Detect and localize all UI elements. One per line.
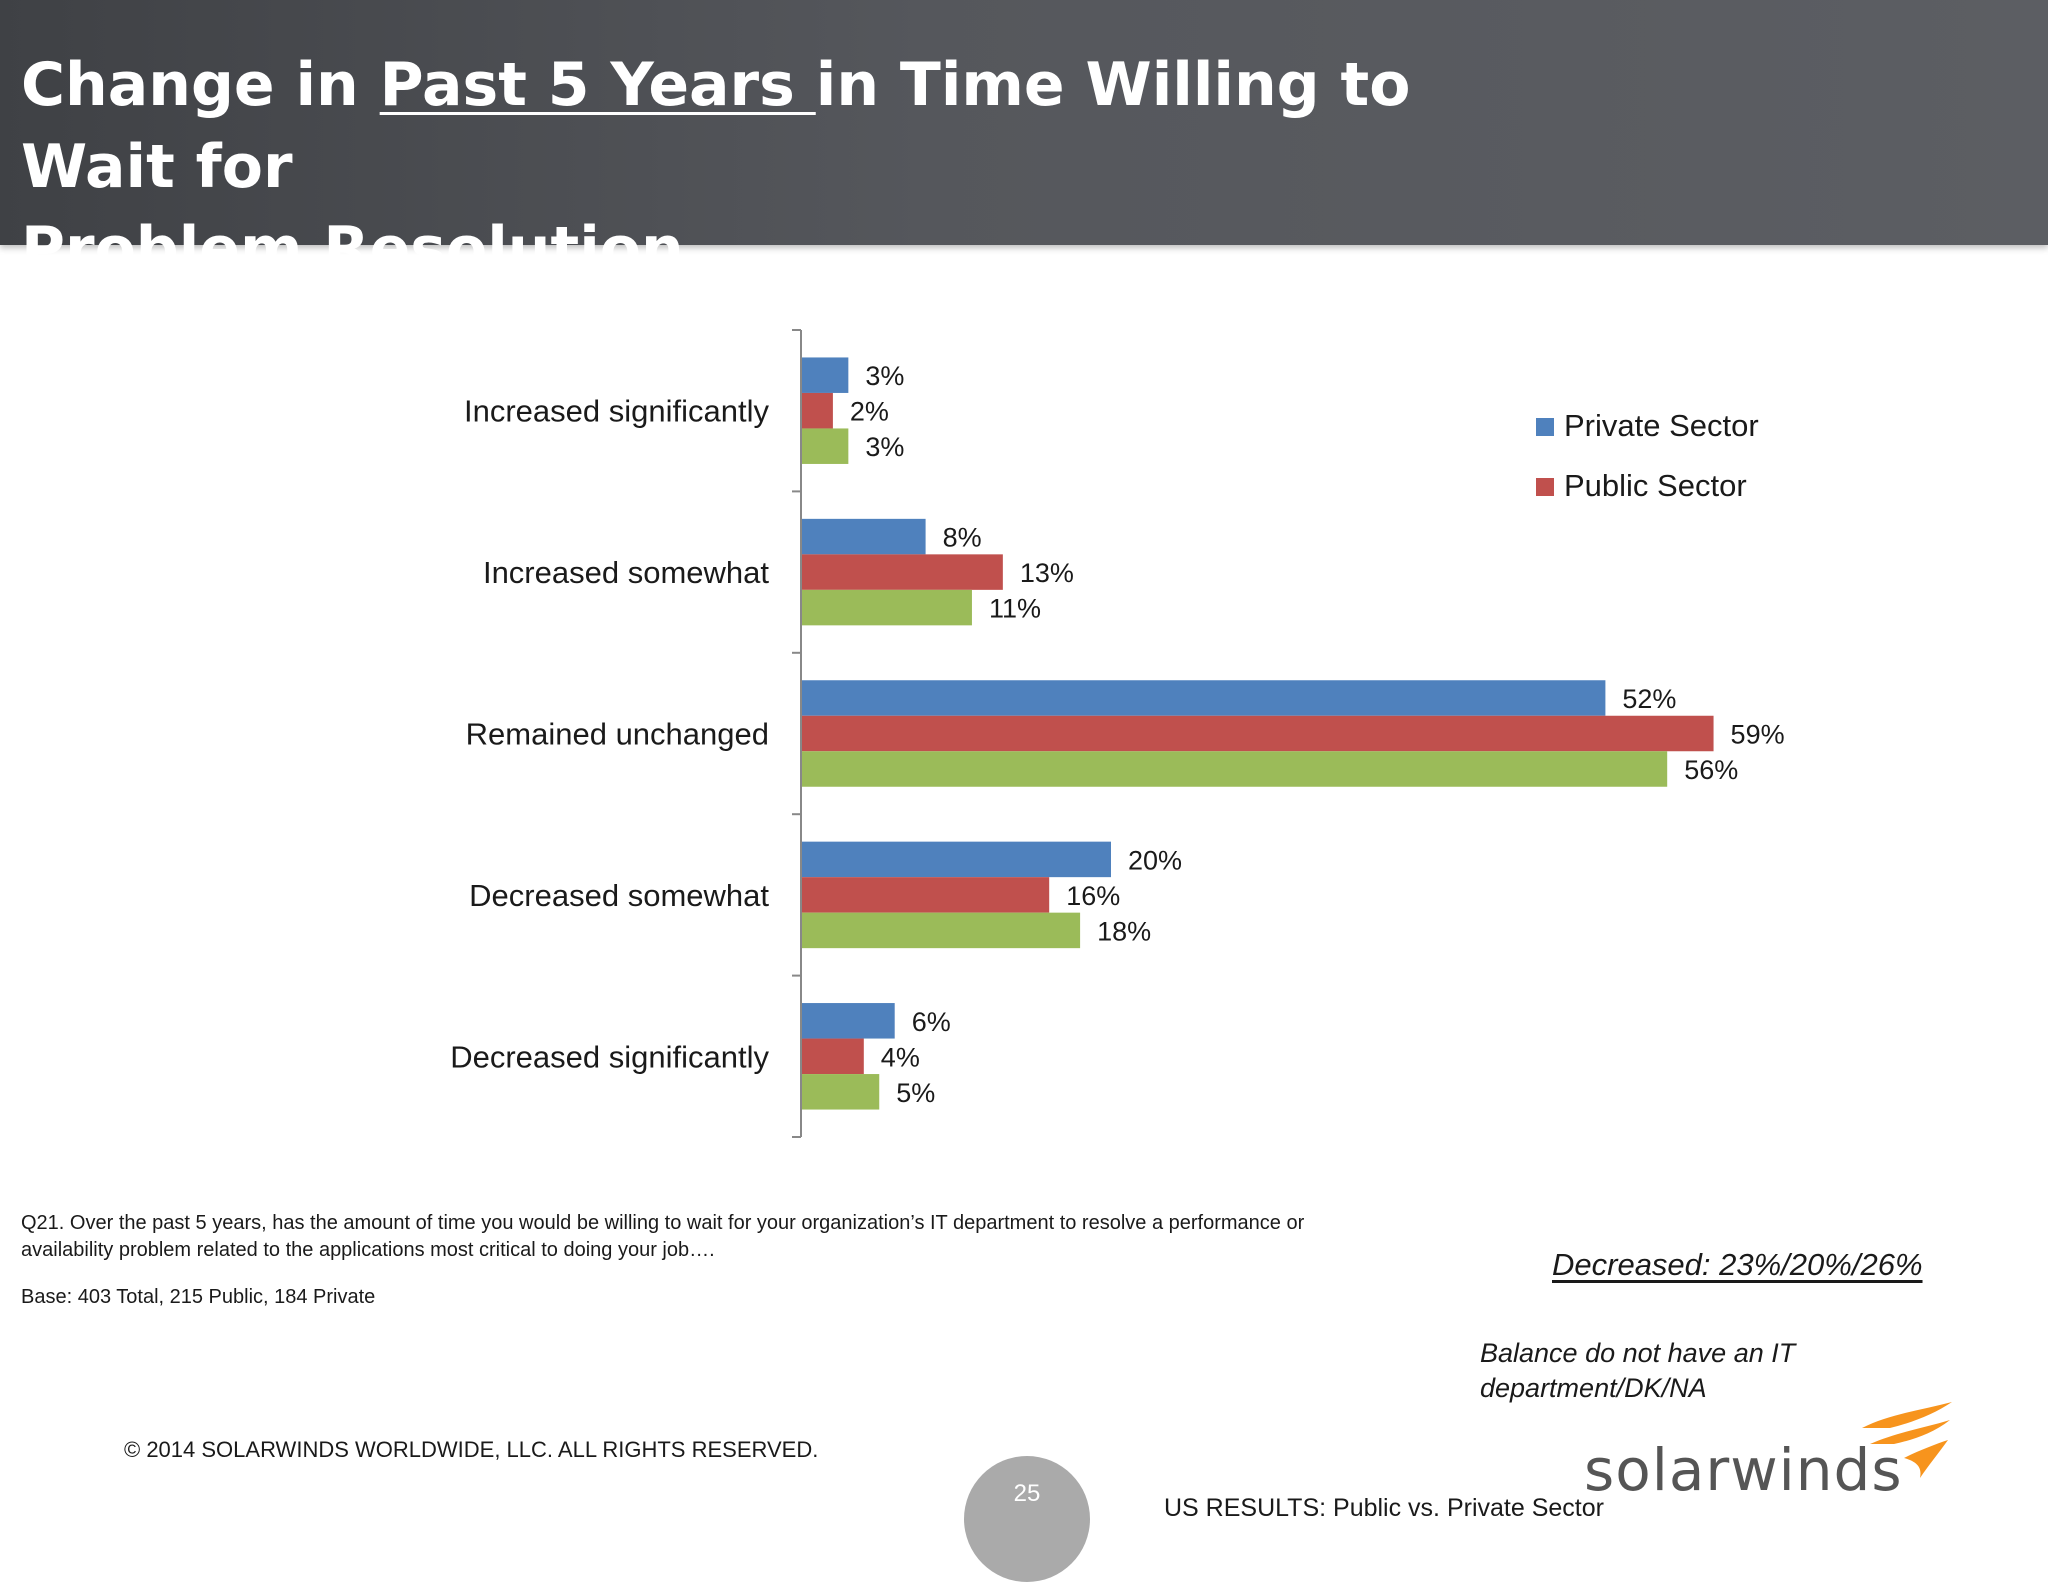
legend-swatch-public bbox=[1536, 478, 1554, 496]
bar bbox=[802, 357, 849, 393]
data-label: 6% bbox=[912, 1007, 951, 1037]
bar bbox=[802, 877, 1050, 913]
bar bbox=[802, 554, 1003, 590]
logo-wordmark: solarwinds bbox=[1584, 1436, 1903, 1504]
slide-title: Change in Past 5 Years in Time Willing t… bbox=[21, 50, 1411, 284]
decreased-summary: Decreased: 23%/20%/26% bbox=[1552, 1247, 1923, 1282]
page-number: 25 bbox=[1013, 1480, 1041, 1507]
balance-note: Balance do not have an IT department/DK/… bbox=[1480, 1338, 1796, 1403]
legend-item-public: Public Sector bbox=[1536, 465, 1764, 507]
data-label: 11% bbox=[989, 594, 1041, 624]
question-footnote: Q21. Over the past 5 years, has the amou… bbox=[21, 1212, 1305, 1261]
legend-label-private: Private Sector bbox=[1564, 408, 1759, 443]
bar-chart: Increased significantly 3% 2% 3% Increased s… bbox=[450, 329, 1785, 1138]
bar bbox=[802, 751, 1668, 787]
bar bbox=[802, 715, 1714, 752]
data-label: 3% bbox=[865, 361, 904, 391]
copyright: © 2014 SOLARWINDS WORLDWIDE, LLC. ALL RI… bbox=[124, 1437, 819, 1462]
legend-label-public: Public Sector bbox=[1564, 468, 1747, 503]
data-label: 20% bbox=[1128, 845, 1182, 875]
data-label: 4% bbox=[881, 1042, 920, 1072]
data-label: 18% bbox=[1097, 916, 1151, 946]
chart-legend: Private Sector Public Sector bbox=[1536, 405, 1764, 525]
data-label: 56% bbox=[1684, 755, 1738, 785]
bar bbox=[802, 392, 833, 429]
data-label: 5% bbox=[896, 1078, 935, 1108]
bar bbox=[802, 1003, 895, 1039]
data-label: 52% bbox=[1622, 684, 1676, 714]
chart-area: Increased significantly 3% 2% 3% Increased s… bbox=[0, 300, 2048, 1200]
legend-swatch-private bbox=[1536, 418, 1554, 436]
flame-icon bbox=[1862, 1402, 1952, 1478]
category-label: Remained unchanged bbox=[466, 717, 769, 752]
data-label: 2% bbox=[850, 397, 889, 427]
legend-item-private: Private Sector bbox=[1536, 405, 1764, 447]
bar bbox=[802, 589, 972, 626]
page-number-badge: 25 bbox=[964, 1456, 1090, 1582]
bar bbox=[802, 680, 1606, 716]
category-label: Decreased somewhat bbox=[469, 878, 769, 913]
bar bbox=[802, 841, 1111, 878]
data-label: 3% bbox=[865, 432, 904, 462]
base-note: Base: 403 Total, 215 Public, 184 Private bbox=[21, 1286, 376, 1308]
bar bbox=[802, 1038, 864, 1075]
bar bbox=[802, 518, 926, 555]
solarwinds-logo: solarwinds bbox=[1580, 1400, 1960, 1504]
data-label: 16% bbox=[1066, 881, 1120, 911]
category-label: Increased somewhat bbox=[483, 555, 769, 590]
bar bbox=[802, 912, 1081, 949]
data-label: 8% bbox=[943, 523, 982, 553]
results-subtitle: US RESULTS: Public vs. Private Sector bbox=[1164, 1494, 1604, 1522]
bar bbox=[802, 428, 849, 464]
category-label: Increased significantly bbox=[464, 394, 769, 429]
data-label: 59% bbox=[1731, 720, 1785, 750]
data-label: 13% bbox=[1020, 558, 1074, 588]
category-label: Decreased significantly bbox=[450, 1039, 769, 1074]
bar bbox=[802, 1074, 880, 1110]
title-banner: Change in Past 5 Years in Time Willing t… bbox=[0, 0, 2048, 284]
